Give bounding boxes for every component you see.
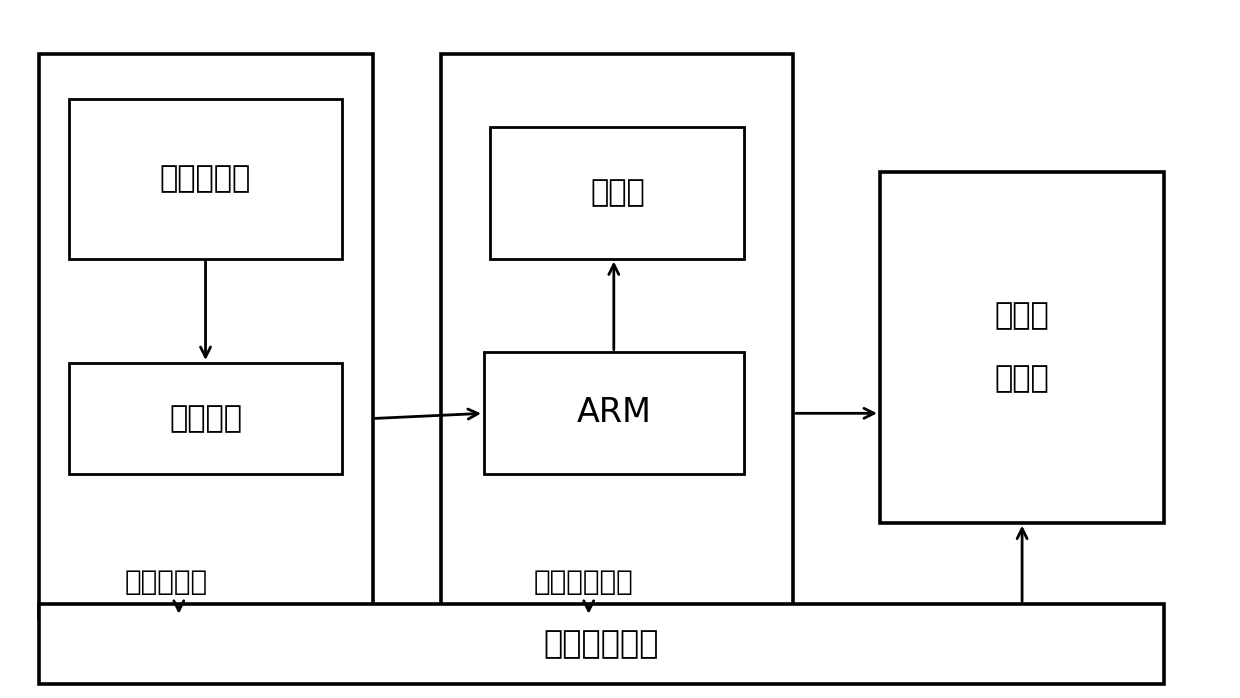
Bar bbox=[484, 352, 744, 474]
Text: 振动传感器: 振动传感器 bbox=[160, 164, 252, 193]
Text: 传感器模块: 传感器模块 bbox=[125, 568, 208, 596]
Bar bbox=[69, 98, 342, 259]
Text: ARM: ARM bbox=[577, 396, 651, 429]
Text: 中央处理模块: 中央处理模块 bbox=[533, 568, 634, 596]
Text: 电源管理模块: 电源管理模块 bbox=[543, 629, 660, 660]
Bar bbox=[440, 54, 794, 616]
Bar bbox=[880, 172, 1164, 523]
Text: 输模块: 输模块 bbox=[994, 364, 1049, 393]
Text: 存储器: 存储器 bbox=[590, 178, 645, 207]
Text: 无线传: 无线传 bbox=[994, 301, 1049, 330]
Bar bbox=[38, 604, 1164, 684]
Text: 处理采样: 处理采样 bbox=[169, 404, 242, 433]
Bar bbox=[38, 54, 372, 616]
Bar bbox=[490, 126, 744, 259]
Bar bbox=[69, 363, 342, 474]
